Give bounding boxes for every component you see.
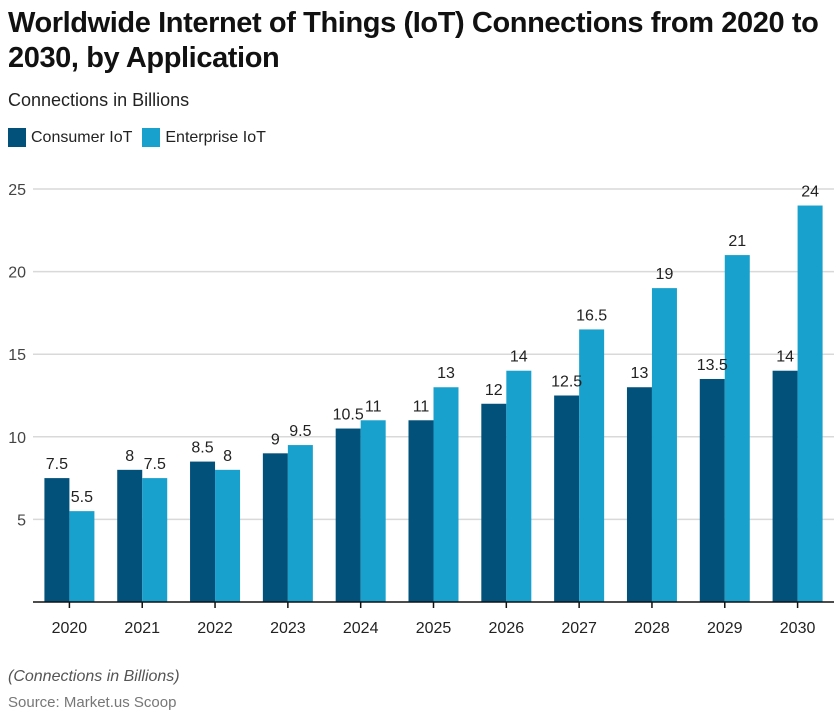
footer-note: (Connections in Billions) xyxy=(8,668,180,685)
value-labels: 7.55.58 7.58.5 89 9.510.5 11 1113121412.516.5… xyxy=(46,184,819,507)
x-tick-label: 2027 xyxy=(561,620,597,637)
bar-enterprise-2028 xyxy=(651,288,677,602)
value-label: 9 xyxy=(271,431,280,448)
value-label: 5.5 xyxy=(71,489,93,506)
bar-enterprise-2029 xyxy=(724,255,750,602)
value-label: 9.5 xyxy=(289,423,311,440)
value-label: 12 xyxy=(485,382,503,399)
value-label: 7.5 xyxy=(46,456,68,473)
x-tick-label: 2029 xyxy=(707,620,743,637)
bar-consumer-2022 xyxy=(190,461,216,602)
bar-enterprise-2025 xyxy=(433,387,459,602)
value-label: 8 xyxy=(223,448,232,465)
y-tick-label: 15 xyxy=(8,347,26,364)
x-tick-label: 2028 xyxy=(634,620,670,637)
bar-consumer-2025 xyxy=(408,420,434,602)
x-axis: 2020 2021 2022 2023 2024 2025 2026 2027 2028 2029… xyxy=(33,601,834,637)
bar-consumer-2029 xyxy=(699,378,725,602)
value-label: 11 xyxy=(365,398,382,415)
x-tick-label: 2025 xyxy=(416,620,452,637)
bar-enterprise-2026 xyxy=(506,370,532,602)
value-label: 8.5 xyxy=(191,440,213,457)
value-label: 21 xyxy=(728,233,746,250)
value-label: 14 xyxy=(510,349,528,366)
bar-consumer-2030 xyxy=(772,370,798,602)
value-label: 14 xyxy=(776,349,794,366)
value-label: 13.5 xyxy=(697,357,728,374)
value-label: 13 xyxy=(631,365,649,382)
y-axis-ticks: 5 10 15 20 25 xyxy=(8,182,26,529)
x-tick-label: 2026 xyxy=(489,620,525,637)
bar-consumer-2024 xyxy=(335,428,361,602)
x-tick-label: 2024 xyxy=(343,620,379,637)
y-tick-label: 20 xyxy=(8,265,26,282)
value-label: 24 xyxy=(801,184,819,201)
footer-source: Source: Market.us Scoop xyxy=(8,694,177,711)
y-tick-label: 10 xyxy=(8,430,26,447)
chart-title: Worldwide Internet of Things (IoT) Conne… xyxy=(8,7,819,74)
x-tick-label: 2020 xyxy=(52,620,88,637)
chart-subtitle: Connections in Billions xyxy=(8,90,190,110)
bar-consumer-2021 xyxy=(117,469,143,602)
x-tick-label: 2021 xyxy=(124,620,160,637)
bar-enterprise-2022 xyxy=(215,469,241,602)
legend-label-consumer: Consumer IoT xyxy=(31,128,133,146)
bar-enterprise-2030 xyxy=(797,205,823,602)
bar-consumer-2027 xyxy=(554,395,580,602)
value-label: 8 xyxy=(125,448,134,465)
x-tick-label: 2030 xyxy=(780,620,816,637)
bar-enterprise-2024 xyxy=(360,420,386,602)
bar-consumer-2023 xyxy=(262,453,288,602)
value-label: 16.5 xyxy=(576,307,607,324)
legend-item-consumer[interactable]: Consumer IoT xyxy=(8,128,132,147)
bar-enterprise-2027 xyxy=(579,329,605,602)
bar-consumer-2028 xyxy=(626,387,652,602)
bar-enterprise-2021 xyxy=(142,478,168,602)
legend-swatch-enterprise xyxy=(142,128,161,147)
x-tick-label: 2023 xyxy=(270,620,306,637)
y-tick-label: 25 xyxy=(8,182,26,199)
bar-consumer-2020 xyxy=(44,478,70,602)
value-label: 19 xyxy=(656,266,674,283)
y-tick-label: 5 xyxy=(17,512,26,529)
legend: Consumer IoT Enterprise IoT xyxy=(8,128,276,147)
value-label: 12.5 xyxy=(551,374,582,391)
legend-label-enterprise: Enterprise IoT xyxy=(165,128,266,146)
bar-enterprise-2020 xyxy=(69,511,95,602)
bar-enterprise-2023 xyxy=(287,445,313,602)
x-tick-label: 2022 xyxy=(197,620,233,637)
legend-swatch-consumer xyxy=(8,128,26,147)
legend-item-enterprise[interactable]: Enterprise IoT xyxy=(142,128,266,147)
bar-consumer-2026 xyxy=(481,403,507,602)
value-label: 13 xyxy=(437,365,455,382)
value-label: 10.5 xyxy=(333,407,364,424)
value-label: 7.5 xyxy=(144,456,166,473)
value-label: 11 xyxy=(413,398,430,415)
bars xyxy=(44,205,823,602)
